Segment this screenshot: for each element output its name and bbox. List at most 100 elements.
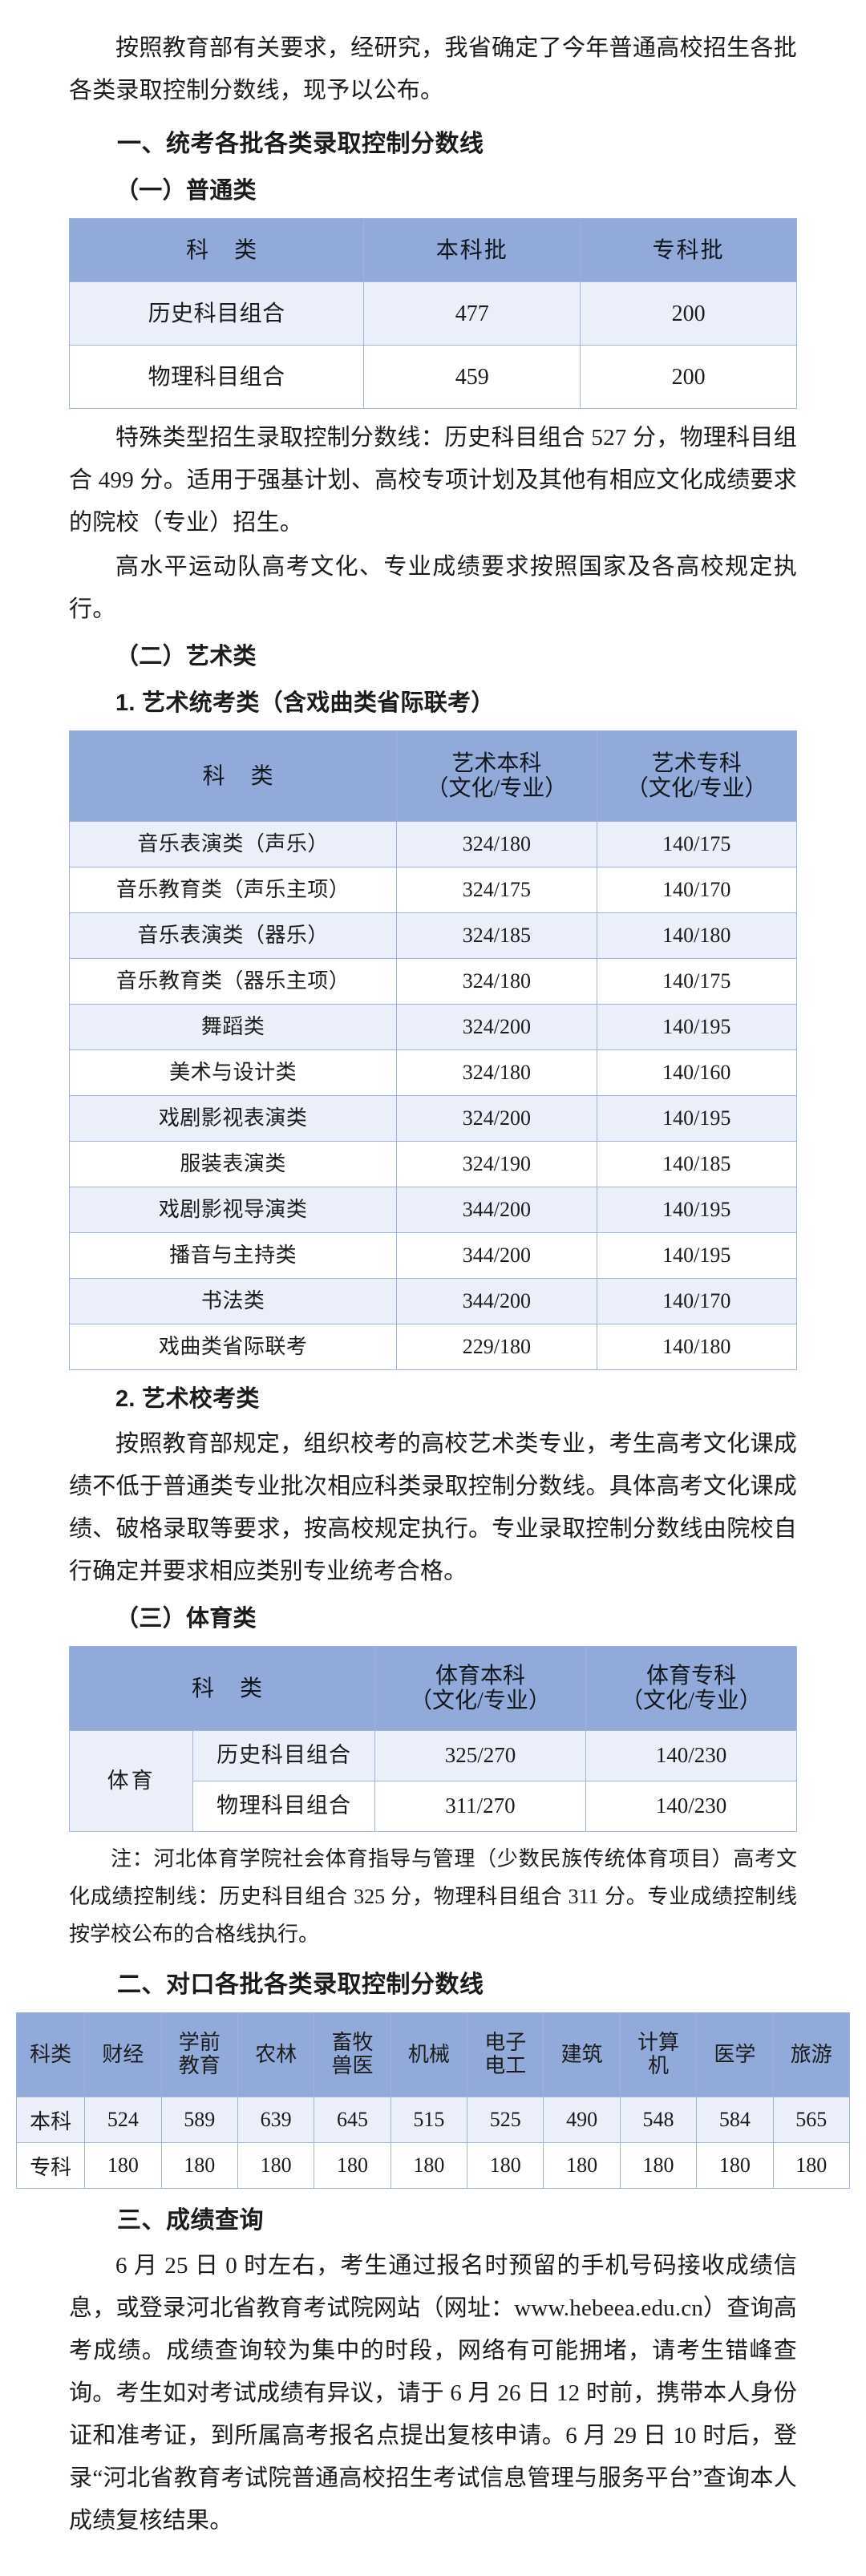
col-header-zhuanke: 专科批 [580,218,797,282]
cell-score: 565 [772,2097,851,2143]
cell-category: 戏曲类省际联考 [68,1324,398,1370]
cell-art-benke: 324/200 [396,1095,597,1142]
col-header-category: 科 类 [69,1646,375,1731]
cell-art-zhuanke: 140/175 [596,821,798,867]
header-line-2: 电工 [484,2054,527,2077]
header-line-1: 电子 [484,2031,527,2055]
col-header-category: 科 类 [68,730,398,822]
subsection-putong-heading: （一）普通类 [115,178,257,204]
cell-art-benke: 344/200 [396,1232,597,1279]
header-line-2: （文化/专业） [625,776,767,801]
cell-score: 525 [467,2097,544,2143]
cell-subject-combo: 物理科目组合 [192,1781,375,1832]
cell-art-zhuanke: 140/195 [596,1232,798,1279]
cell-batch-label: 专科 [15,2142,86,2189]
cell-art-benke: 344/200 [396,1278,597,1324]
intro-paragraph: 按照教育部有关要求，经研究，我省确定了今年普通高校招生各批各类录取控制分数线，现… [69,35,797,103]
cell-category: 书法类 [68,1278,398,1324]
cell-category: 音乐表演类（声乐） [68,821,398,867]
header-line-1: 科类 [30,2042,72,2066]
cell-art-benke: 324/190 [396,1141,597,1187]
cell-category: 物理科目组合 [68,345,365,409]
table-row: 美术与设计类 324/180 140/160 [68,1049,798,1096]
yishu-xiaokao-heading: 2. 艺术校考类 [115,1386,260,1412]
header-line-1: 旅游 [790,2042,832,2066]
cell-zhuanke: 200 [580,345,797,409]
duikou-table-body: 本科 524 589 639 645 515 525 490 548 584 565 专科 180 180… [15,2097,851,2189]
cell-score: 490 [543,2097,621,2143]
header-line-2: 教育 [178,2054,221,2077]
table-row: 舞蹈类 324/200 140/195 [68,1004,798,1050]
cell-zhuanke: 200 [580,281,797,346]
cell-category: 舞蹈类 [68,1004,398,1050]
table-row: 服装表演类 324/190 140/185 [68,1141,798,1187]
cell-art-zhuanke: 140/170 [596,1278,798,1324]
col-header-8: 计算机 [619,2012,698,2097]
putong-score-table: 科 类 本科批 专科批 历史科目组合 477 200 物理科目组合 459 20… [68,218,797,409]
header-line-1: 财经 [102,2042,144,2066]
header-line-2: 机 [647,2054,669,2077]
header-line-2: （文化/专业） [410,1688,551,1713]
art-table-body: 音乐表演类（声乐） 324/180 140/175 音乐教育类（声乐主项） 324/17… [68,821,798,1370]
cell-art-benke: 324/200 [396,1004,597,1050]
cell-score: 180 [314,2142,391,2189]
cell-score: 180 [619,2142,698,2189]
cell-pe-benke: 311/270 [374,1781,586,1832]
header-line-2: （文化/专业） [621,1688,762,1713]
col-header-9: 医学 [696,2012,774,2097]
cell-art-zhuanke: 140/160 [596,1049,798,1096]
col-header-art-benke: 艺术本科 （文化/专业） [396,730,597,822]
special-type-paragraph: 特殊类型招生录取控制分数线：历史科目组合 527 分，物理科目组合 499 分。… [69,425,797,536]
art-score-table: 科 类 艺术本科 （文化/专业） 艺术专科 （文化/专业） 音乐表演类（声乐） 3… [68,730,798,1370]
cell-score: 180 [390,2142,468,2189]
cell-pe-benke: 325/270 [374,1730,586,1781]
table-header-row: 科 类 本科批 专科批 [68,218,797,282]
table-row: 书法类 344/200 140/170 [68,1278,798,1324]
cell-art-zhuanke: 140/180 [596,1324,798,1370]
table-header-row: 科 类 体育本科 （文化/专业） 体育专科 （文化/专业） [69,1646,798,1731]
header-line-2: 兽医 [331,2054,374,2077]
cell-art-zhuanke: 140/180 [596,912,798,959]
cell-score: 589 [160,2097,238,2143]
cell-art-zhuanke: 140/195 [596,1095,798,1142]
table-row: 音乐教育类（器乐主项） 324/180 140/175 [68,958,798,1005]
col-header-6: 电子 电工 [467,2012,544,2097]
subsection-tiyu-heading: （三）体育类 [115,1606,257,1632]
table-header-row: 科类 财经 学前 教育 农林 畜牧 兽医 机械 电子 电工 建筑 计算机医学 旅游 [15,2012,851,2097]
cell-category: 戏剧影视表演类 [68,1095,398,1142]
table-row: 戏曲类省际联考 229/180 140/180 [68,1324,798,1370]
col-header-pe-zhuanke: 体育专科 （文化/专业） [585,1646,798,1731]
col-header-1: 财经 [84,2012,162,2097]
table-row: 物理科目组合 311/270 140/230 [70,1781,798,1832]
cell-score: 515 [390,2097,468,2143]
cell-art-benke: 324/180 [396,1049,597,1096]
table-row: 专科 180 180 180 180 180 180 180 180 180 180 [15,2142,851,2189]
putong-table-wrap: 科 类 本科批 专科批 历史科目组合 477 200 物理科目组合 459 20… [68,218,797,409]
header-line-1: 学前 [178,2031,221,2055]
table-row: 历史科目组合 477 200 [68,281,797,346]
header-line-1: 畜牧 [331,2031,374,2055]
sports-team-paragraph: 高水平运动队高考文化、专业成绩要求按照国家及各高校规定执行。 [69,554,797,622]
cell-score: 645 [314,2097,391,2143]
cell-subject-combo: 历史科目组合 [192,1730,375,1781]
cell-score: 180 [696,2142,774,2189]
header-line-2: （文化/专业） [426,776,568,801]
table-row: 体育 历史科目组合 325/270 140/230 [68,1730,798,1832]
cell-art-benke: 324/180 [396,958,597,1005]
cell-category: 历史科目组合 [68,281,365,346]
table-row: 音乐教育类（声乐主项） 324/175 140/170 [68,867,798,913]
cell-benke: 477 [363,281,581,346]
table-row: 戏剧影视表演类 324/200 140/195 [68,1095,798,1142]
header-line-1: 医学 [714,2042,756,2066]
subsection-yishu-heading: （二）艺术类 [115,644,257,669]
header-line-1: 艺术本科 [451,750,542,776]
art-table-wrap: 科 类 艺术本科 （文化/专业） 艺术专科 （文化/专业） 音乐表演类（声乐） 3… [68,730,798,1370]
table-row: 播音与主持类 344/200 140/195 [68,1232,798,1279]
score-query-paragraph: 6 月 25 日 0 时左右，考生通过报名时预留的手机号码接收成绩信息，或登录河… [69,2253,797,2534]
table-row: 音乐表演类（声乐） 324/180 140/175 [68,821,798,867]
cell-score: 180 [543,2142,621,2189]
cell-art-zhuanke: 140/170 [596,867,798,913]
table-row: 音乐表演类（器乐） 324/185 140/180 [68,912,798,959]
col-header-category: 科 类 [68,218,365,282]
cell-score: 180 [467,2142,544,2189]
